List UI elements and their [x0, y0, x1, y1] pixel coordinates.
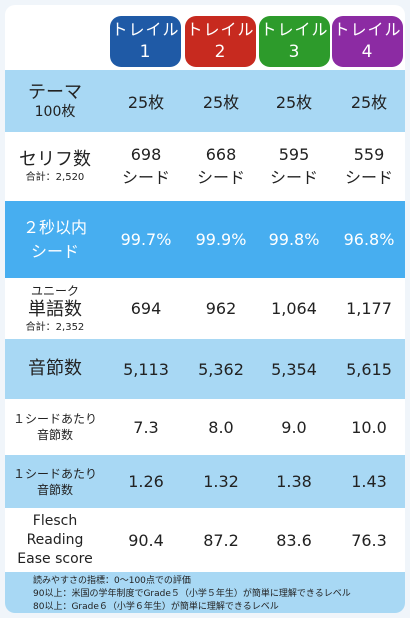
row-label: 音節数	[5, 339, 105, 399]
cell-value: 595 シード	[253, 132, 335, 201]
trail-3-badge: トレイル 3	[259, 16, 330, 67]
row-subtitle: 合計：2,352	[25, 322, 85, 333]
value-number: 668	[205, 145, 237, 164]
cell-value: 76.3	[351, 530, 387, 550]
cell-value: 99.9%	[195, 230, 247, 249]
row-title: Reading	[26, 531, 84, 548]
row-title: ユニーク	[30, 284, 79, 298]
row-label: １シードあたり 音節数	[5, 455, 105, 508]
cell-value: 25枚	[275, 93, 313, 112]
table-row-lines: セリフ数 合計：2,520 698 シード 668 シード 595 シード 559 シー…	[5, 132, 405, 201]
trail-number: 2	[214, 42, 227, 62]
cell-value: 668 シード	[180, 132, 262, 201]
trail-label: トレイル	[186, 20, 255, 39]
cell-value: 87.2	[203, 530, 239, 550]
value-unit: シード	[196, 168, 245, 187]
table-row-unique-words: ユニーク 単語数 合計：2,352 694 962 1,064 1,177	[5, 278, 405, 339]
row-title: ２秒以内	[22, 217, 87, 237]
row-subtitle: 100枚	[34, 104, 76, 120]
footnote-line: 読みやすさの指標：0〜100点での評価	[33, 576, 191, 586]
row-label: セリフ数 合計：2,520	[5, 132, 105, 201]
trail-number: 1	[139, 42, 152, 62]
trail-1-badge: トレイル 1	[110, 16, 181, 67]
table-row-per-seed-syllables-2: １シードあたり 音節数 1.26 1.32 1.38 1.43	[5, 455, 405, 508]
cell-value: 83.6	[276, 530, 312, 550]
row-subtitle: 合計：2,520	[25, 172, 85, 183]
cell-value: 698 シード	[105, 132, 187, 201]
row-title: 音節数	[28, 358, 82, 379]
row-label: ２秒以内 シード	[5, 201, 105, 278]
trail-label: トレイル	[260, 20, 329, 39]
row-title: テーマ	[28, 82, 82, 103]
value-number: 595	[278, 145, 310, 164]
value-unit: シード	[344, 168, 393, 187]
value-unit: シード	[269, 168, 318, 187]
row-title: １シードあたり	[12, 412, 97, 426]
cell-value: 962	[205, 299, 237, 318]
footnote-line: 80以上：Grade６（小学６年生）が簡単に理解できるレベル	[33, 602, 279, 612]
cell-value: 25枚	[127, 93, 165, 112]
cell-value: 5,113	[123, 359, 169, 379]
cell-value: 559 シード	[328, 132, 405, 201]
cell-value: 1.26	[128, 472, 164, 491]
value-unit: シード	[121, 168, 170, 187]
cell-value: 1.43	[351, 472, 387, 491]
table-header: トレイル 1 トレイル 2 トレイル 3 トレイル 4	[5, 5, 405, 70]
row-title: 単語数	[28, 299, 82, 320]
cell-value: 1,064	[271, 299, 317, 318]
cell-value: 694	[130, 299, 162, 318]
row-title: 音節数	[36, 482, 73, 497]
comparison-table: トレイル 1 トレイル 2 トレイル 3 トレイル 4 テーマ 100枚 25枚…	[5, 5, 405, 613]
cell-value: 5,362	[198, 359, 244, 379]
value-number: 559	[353, 145, 385, 164]
cell-value: 25枚	[350, 93, 388, 112]
trail-label: トレイル	[333, 20, 402, 39]
table-row-theme: テーマ 100枚 25枚 25枚 25枚 25枚	[5, 70, 405, 132]
cell-value: 25枚	[202, 93, 240, 112]
row-title: Flesch	[32, 512, 78, 529]
row-label: テーマ 100枚	[5, 70, 105, 132]
cell-value: 10.0	[351, 417, 387, 437]
table-row-within-2-seconds: ２秒以内 シード 99.7% 99.9% 99.8% 96.8%	[5, 201, 405, 278]
trail-number: 4	[361, 42, 374, 62]
row-title: 音節数	[36, 428, 73, 442]
cell-value: 8.0	[208, 417, 234, 437]
trail-4-badge: トレイル 4	[332, 16, 403, 67]
cell-value: 1.32	[203, 472, 239, 491]
row-label: ユニーク 単語数 合計：2,352	[5, 278, 105, 339]
footnote: 読みやすさの指標：0〜100点での評価 90以上：米国の学年制度でGrade５（…	[5, 572, 405, 613]
row-label: １シードあたり 音節数	[5, 399, 105, 455]
footnote-line: 90以上：米国の学年制度でGrade５（小学５年生）が簡単に理解できるレベル	[33, 589, 351, 599]
value-number: 698	[130, 145, 162, 164]
table-row-per-seed-syllables: １シードあたり 音節数 7.3 8.0 9.0 10.0	[5, 399, 405, 455]
cell-value: 90.4	[128, 530, 164, 550]
cell-value: 9.0	[281, 417, 307, 437]
row-title: Ease score	[17, 550, 93, 567]
table-row-syllables: 音節数 5,113 5,362 5,354 5,615	[5, 339, 405, 399]
cell-value: 5,354	[271, 359, 317, 379]
row-title: シード	[30, 241, 79, 261]
cell-value: 99.7%	[120, 230, 172, 249]
cell-value: 96.8%	[343, 230, 395, 249]
row-label: Flesch Reading Ease score	[5, 508, 105, 572]
row-title: セリフ数	[19, 149, 91, 170]
trail-number: 3	[288, 42, 301, 62]
trail-2-badge: トレイル 2	[185, 16, 256, 67]
cell-value: 99.8%	[268, 230, 320, 249]
row-title: １シードあたり	[12, 466, 97, 481]
cell-value: 5,615	[346, 359, 392, 379]
cell-value: 7.3	[133, 417, 159, 437]
table-row-flesch-reading-ease: Flesch Reading Ease score 90.4 87.2 83.6…	[5, 508, 405, 572]
cell-value: 1.38	[276, 472, 312, 491]
cell-value: 1,177	[346, 299, 392, 318]
trail-label: トレイル	[111, 20, 180, 39]
